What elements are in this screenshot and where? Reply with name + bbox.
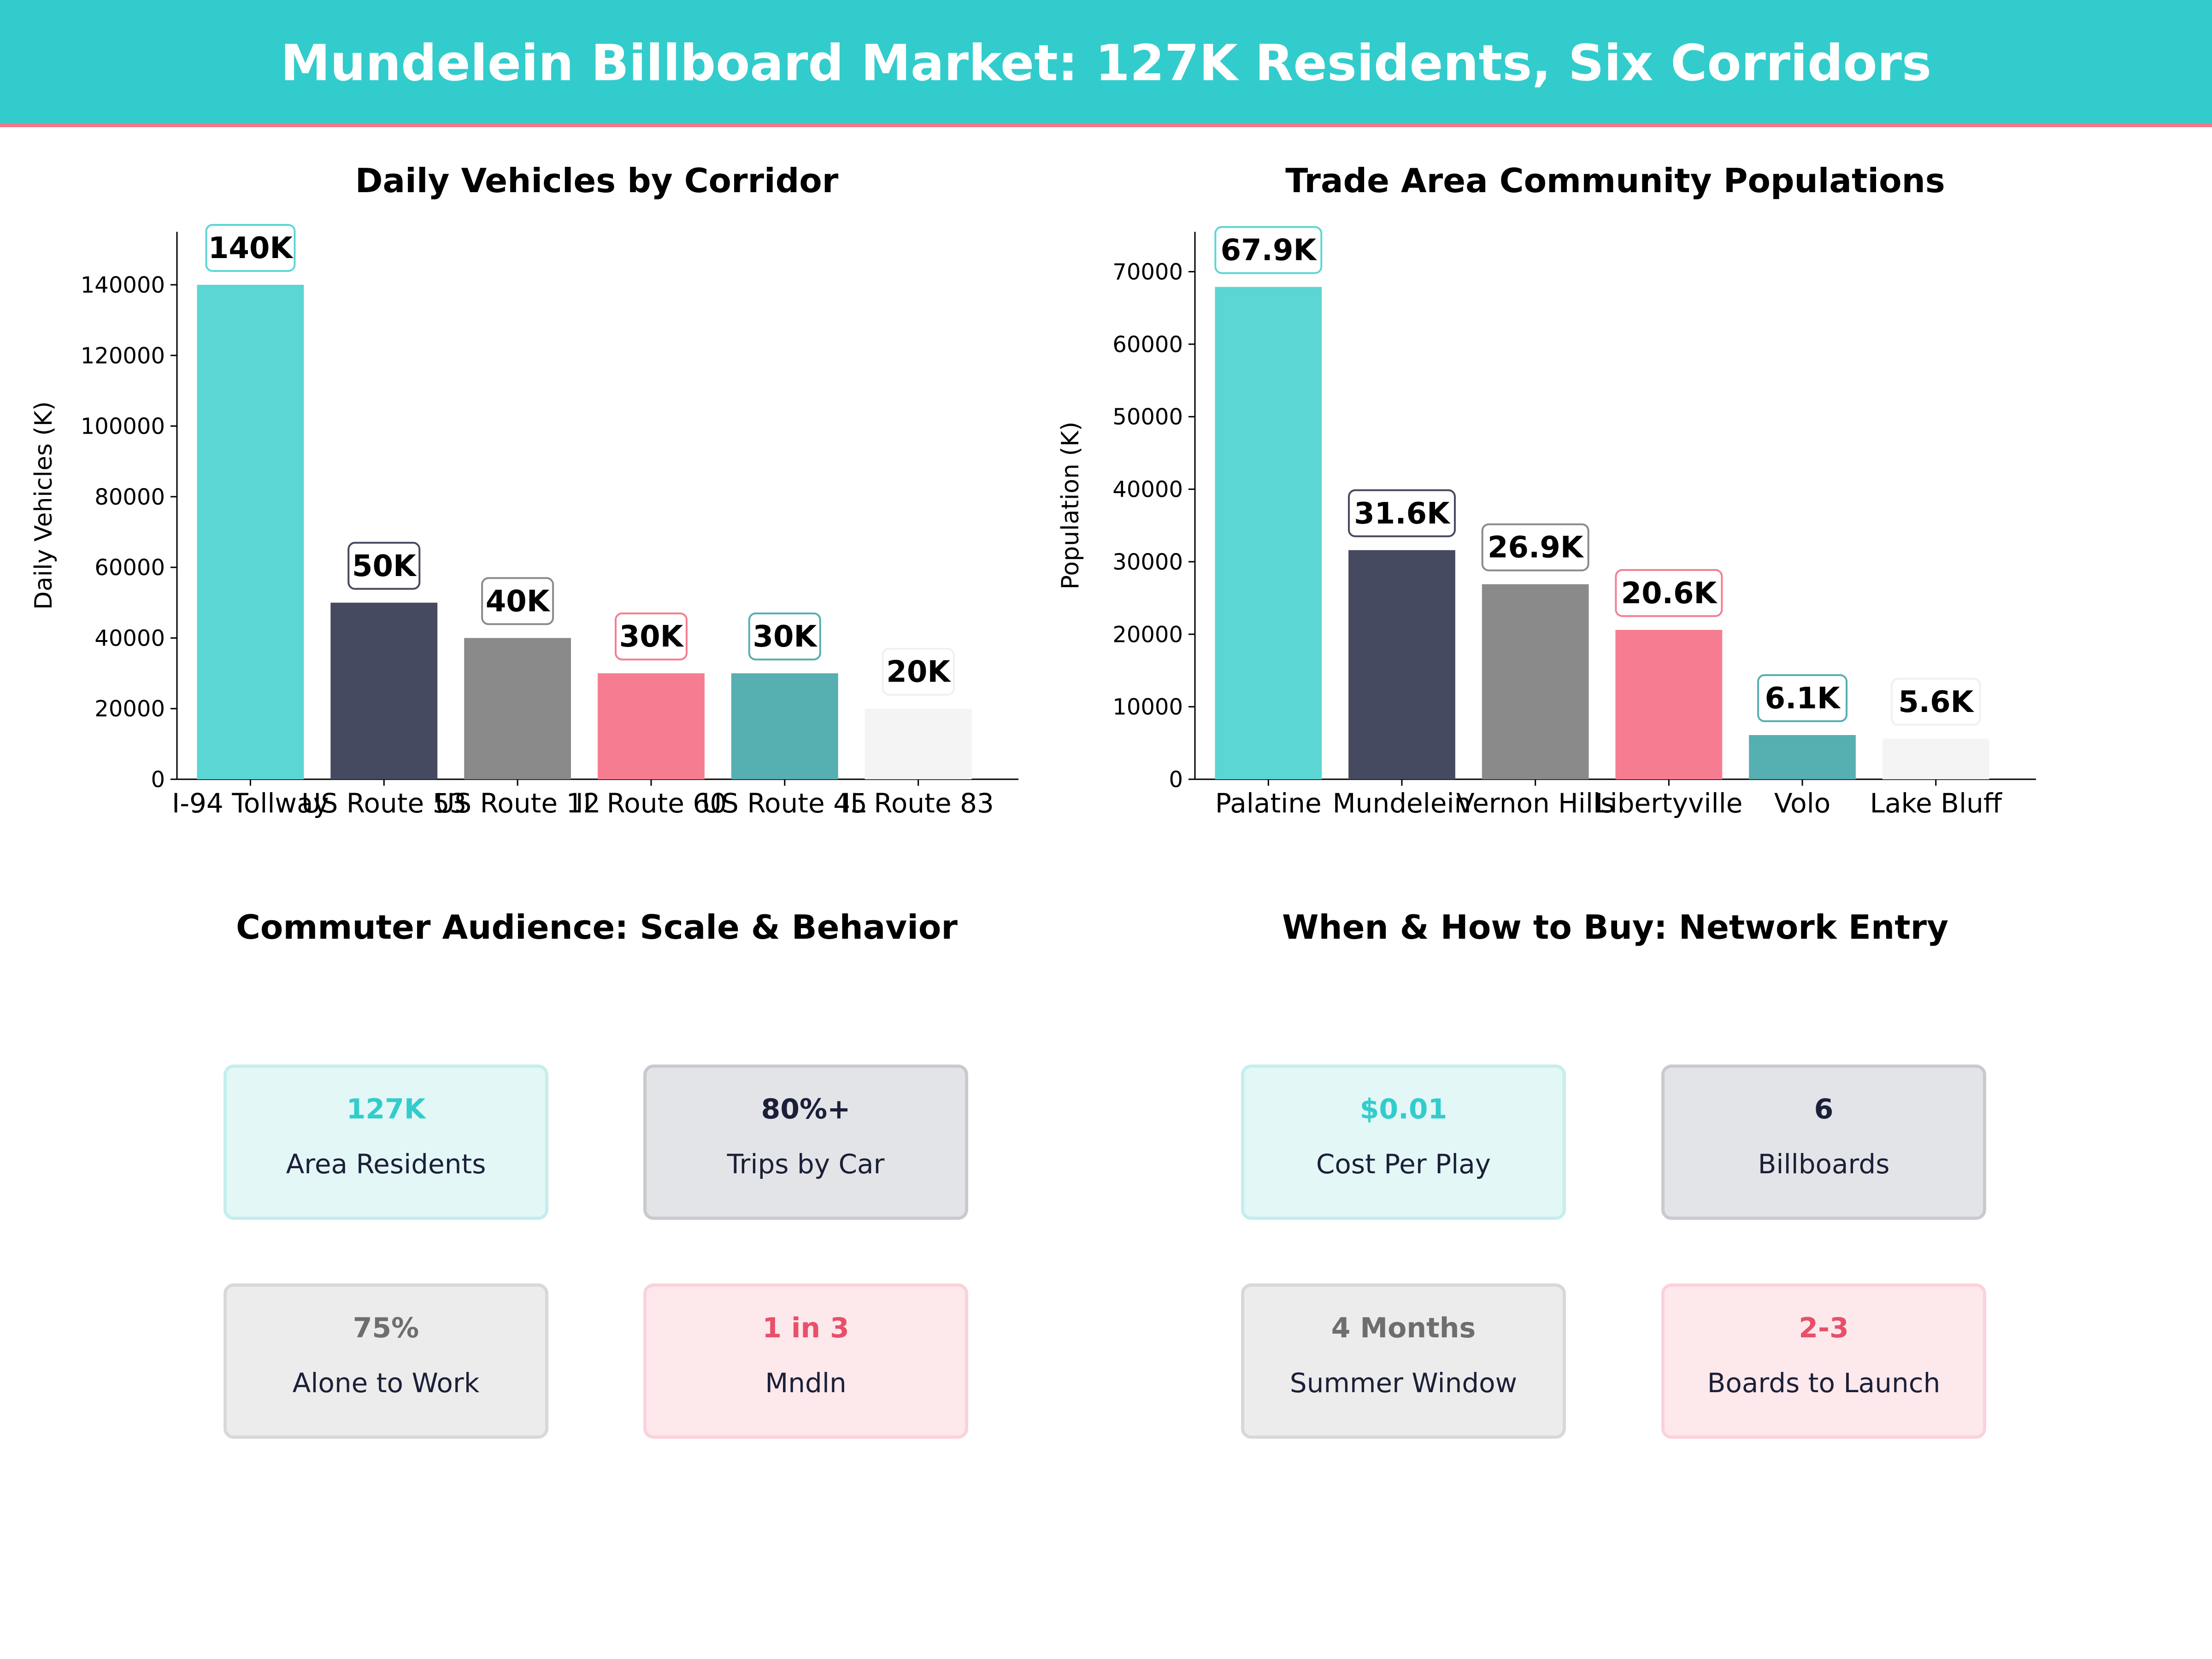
- y-tick-label: 20000: [94, 696, 165, 722]
- y-tick-label: 80000: [94, 484, 165, 510]
- page-title: Mundelein Billboard Market: 127K Residen…: [280, 35, 1932, 92]
- bar: [731, 673, 838, 779]
- y-tick-label: 140000: [81, 272, 165, 298]
- bar: [865, 708, 972, 779]
- y-axis-label: Population (K): [1057, 422, 1084, 589]
- y-tick-label: 60000: [1112, 332, 1183, 358]
- bar: [1615, 629, 1723, 779]
- y-tick-label: 50000: [1112, 404, 1183, 430]
- data-label-box: [1890, 677, 1981, 726]
- bar: [1749, 735, 1856, 779]
- data-label: 50K: [352, 549, 417, 583]
- x-tick-label: I-94 Tollway: [172, 788, 329, 819]
- x-tick-label: US Route 53: [301, 788, 466, 819]
- x-tick-label: US Route 12: [435, 788, 600, 819]
- kpi-label: Summer Window: [1289, 1367, 1518, 1399]
- x-tick-label: IL Route 83: [842, 788, 994, 819]
- data-label-box: [347, 541, 421, 590]
- y-tick-label: 70000: [1112, 259, 1183, 285]
- data-label-box: [748, 612, 821, 661]
- population-chart-title: Trade Area Community Populations: [1285, 161, 1945, 200]
- bar: [1348, 550, 1455, 779]
- buying-panel-title: When & How to Buy: Network Entry: [1282, 908, 1949, 947]
- data-label-box: [1615, 569, 1723, 617]
- data-label-box: [481, 577, 554, 625]
- x-tick-label: Libertyville: [1595, 788, 1742, 819]
- data-label: 67.9K: [1221, 234, 1318, 268]
- y-tick-label: 60000: [94, 555, 165, 581]
- y-tick-label: 30000: [1112, 549, 1183, 575]
- data-label-box: [1214, 226, 1323, 274]
- header-banner: Mundelein Billboard Market: 127K Residen…: [0, 0, 2212, 127]
- y-tick-label: 10000: [1112, 694, 1183, 720]
- vehicles-chart-title: Daily Vehicles by Corridor: [355, 161, 839, 200]
- kpi-value: 1 in 3: [762, 1312, 849, 1344]
- x-tick-label: US Route 45: [702, 788, 867, 819]
- x-tick-label: Lake Bluff: [1870, 788, 2003, 819]
- kpi-value: $0.01: [1359, 1093, 1447, 1125]
- kpi-value: 127K: [346, 1093, 426, 1125]
- data-label-box: [1481, 523, 1589, 571]
- kpi-card-billboards: 6 Billboards: [1661, 1065, 1986, 1220]
- x-tick-label: Vernon Hills: [1456, 788, 1614, 819]
- bar: [464, 638, 571, 779]
- y-tick-label: 120000: [81, 343, 165, 369]
- data-label-box: [1348, 489, 1456, 537]
- data-label-box: [614, 612, 688, 661]
- y-tick-label: 0: [151, 767, 165, 793]
- data-label: 26.9K: [1488, 531, 1584, 565]
- data-label: 140K: [208, 231, 294, 265]
- bar: [598, 673, 705, 779]
- kpi-card-alone-to-work: 75% Alone to Work: [224, 1283, 548, 1439]
- audience-panel-title: Commuter Audience: Scale & Behavior: [236, 908, 958, 947]
- kpi-card-area-residents: 127K Area Residents: [224, 1065, 548, 1220]
- bar: [1215, 287, 1322, 779]
- population-bar-chart: 0 10000 20000 30000 40000 50000 60000 70000 Popu…: [1057, 226, 2036, 819]
- data-label: 20K: [886, 655, 951, 689]
- data-label: 30K: [619, 620, 684, 654]
- y-axis-label: Daily Vehicles (K): [30, 401, 58, 610]
- data-label-box: [1757, 674, 1848, 723]
- kpi-card-mndln: 1 in 3 Mndln: [643, 1283, 968, 1439]
- kpi-label: Mndln: [765, 1367, 847, 1399]
- bar: [1482, 584, 1589, 779]
- x-tick-label: Volo: [1774, 788, 1830, 819]
- vehicles-bar-chart: 0 20000 40000 60000 80000 100000 120000 140000 D…: [30, 224, 1018, 819]
- kpi-value: 75%: [353, 1312, 419, 1344]
- kpi-value: 6: [1814, 1093, 1834, 1125]
- kpi-label: Trips by Car: [727, 1148, 885, 1180]
- kpi-label: Alone to Work: [292, 1367, 480, 1399]
- data-label: 20.6K: [1621, 577, 1718, 611]
- data-label: 5.6K: [1898, 685, 1974, 719]
- y-tick-label: 20000: [1112, 622, 1183, 647]
- kpi-value: 80%+: [761, 1093, 851, 1125]
- bar: [197, 284, 304, 779]
- bar: [1882, 738, 1989, 779]
- data-label: 6.1K: [1765, 682, 1841, 716]
- kpi-label: Cost Per Play: [1316, 1148, 1491, 1180]
- data-label: 30K: [753, 620, 818, 654]
- bar: [330, 602, 438, 779]
- data-label: 31.6K: [1354, 497, 1451, 531]
- kpi-card-cost-per-play: $0.01 Cost Per Play: [1241, 1065, 1566, 1220]
- data-label: 40K: [486, 584, 551, 618]
- y-tick-label: 0: [1169, 767, 1183, 793]
- kpi-label: Billboards: [1758, 1148, 1890, 1180]
- data-label-box: [205, 224, 296, 272]
- y-tick-label: 100000: [81, 414, 165, 440]
- kpi-label: Boards to Launch: [1707, 1367, 1941, 1399]
- x-tick-label: IL Route 60: [576, 788, 727, 819]
- data-label-box: [882, 647, 955, 696]
- kpi-card-boards-to-launch: 2-3 Boards to Launch: [1661, 1283, 1986, 1439]
- x-tick-label: Mundelein: [1333, 788, 1471, 819]
- kpi-value: 2-3: [1799, 1312, 1849, 1344]
- y-tick-label: 40000: [94, 625, 165, 651]
- kpi-label: Area Residents: [286, 1148, 486, 1180]
- kpi-card-trips-by-car: 80%+ Trips by Car: [643, 1065, 968, 1220]
- x-tick-label: Palatine: [1215, 788, 1322, 819]
- y-tick-label: 40000: [1112, 477, 1183, 503]
- kpi-value: 4 Months: [1331, 1312, 1476, 1344]
- kpi-card-summer-window: 4 Months Summer Window: [1241, 1283, 1566, 1439]
